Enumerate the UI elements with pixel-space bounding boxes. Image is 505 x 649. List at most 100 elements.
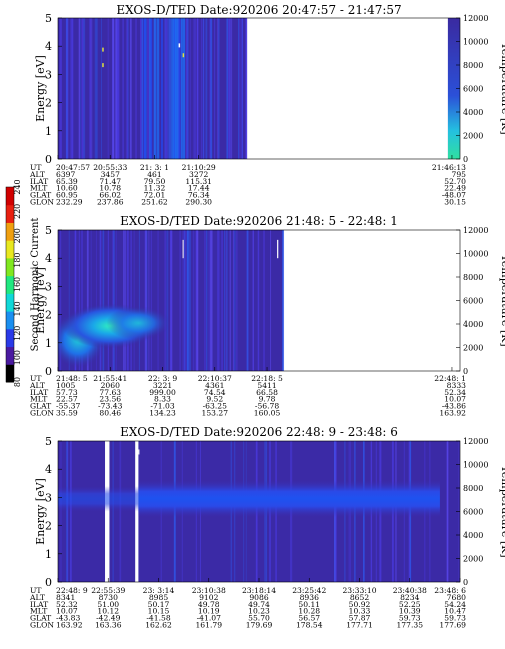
table-cell: 10.07 xyxy=(56,607,78,616)
streak xyxy=(122,18,124,159)
table-cell: 251.62 xyxy=(141,198,168,207)
table-cell: 9.78 xyxy=(259,395,276,404)
energy-band xyxy=(138,480,440,518)
streak xyxy=(226,230,228,371)
table-cell: -41.58 xyxy=(146,614,170,623)
streak xyxy=(168,18,171,159)
table-cell: 23:33:10 xyxy=(342,586,376,595)
table-row-label: GLAT xyxy=(30,402,51,411)
table-cell: 22: 3: 9 xyxy=(148,374,177,383)
y2-tick-label: 8000 xyxy=(463,61,483,70)
table-cell: 30.15 xyxy=(444,198,466,207)
streak xyxy=(130,230,132,371)
streak xyxy=(124,230,127,371)
y-tick-label: 5 xyxy=(45,12,52,25)
streak xyxy=(133,230,135,371)
streak xyxy=(185,18,188,159)
y-tick-label: 2 xyxy=(45,520,52,533)
streak xyxy=(200,18,203,159)
table-cell: -63.25 xyxy=(203,402,227,411)
y-tick-label: 2 xyxy=(45,309,52,322)
streak xyxy=(167,18,169,159)
table-cell: 163.92 xyxy=(56,621,83,630)
table-cell: 795 xyxy=(452,170,467,179)
orbit-table: UTALTILATMLTGLATGLON20:47:57639765.3910.… xyxy=(29,163,466,207)
streak xyxy=(169,18,172,159)
streak xyxy=(150,230,153,371)
table-cell: 23: 3:14 xyxy=(143,586,175,595)
streak xyxy=(164,230,166,371)
table-cell: 6397 xyxy=(56,170,75,179)
burst xyxy=(172,18,175,159)
streak xyxy=(148,18,150,159)
spectrogram xyxy=(58,18,460,159)
table-row-label: ALT xyxy=(29,593,45,602)
streak xyxy=(96,18,98,159)
table-cell: 52.25 xyxy=(399,600,421,609)
colorbar-segment xyxy=(6,328,14,348)
table-cell: 8.33 xyxy=(154,395,171,404)
streak xyxy=(282,230,285,371)
table-cell: 23:25:42 xyxy=(292,586,326,595)
burst xyxy=(176,18,179,159)
speck xyxy=(178,43,181,48)
streak xyxy=(226,18,228,159)
streak xyxy=(148,230,150,371)
streak xyxy=(65,18,68,159)
table-cell: 52.70 xyxy=(444,177,466,186)
y2-tick-label: 2000 xyxy=(463,132,483,141)
burst xyxy=(180,18,183,159)
table-cell: 10.28 xyxy=(298,607,320,616)
table-cell: -43.83 xyxy=(56,614,80,623)
table-cell: 22:48: 9 xyxy=(56,586,88,595)
streak xyxy=(206,230,208,371)
table-cell: 115.31 xyxy=(185,177,212,186)
streak xyxy=(91,18,93,159)
streak xyxy=(252,230,254,371)
table-row-label: UT xyxy=(30,586,41,595)
y-tick-label: 0 xyxy=(45,576,52,589)
table-cell: 237.86 xyxy=(97,198,124,207)
streak xyxy=(189,230,191,371)
colorbar-tick-label: 120 xyxy=(13,326,22,341)
table-cell: 160.05 xyxy=(254,409,281,418)
streak xyxy=(123,230,125,371)
burst xyxy=(182,18,185,159)
burst xyxy=(143,18,147,159)
speck xyxy=(182,53,185,58)
table-row-label: MLT xyxy=(30,607,47,616)
streak xyxy=(236,230,238,371)
streak xyxy=(246,18,247,159)
streak xyxy=(81,230,83,371)
streak xyxy=(99,230,102,371)
table-cell: 21:46:13 xyxy=(432,163,466,172)
streak xyxy=(115,230,117,371)
table-cell: 999.00 xyxy=(149,388,176,397)
table-row-label: GLAT xyxy=(30,191,51,200)
colorbar-tick-label: 80 xyxy=(13,377,22,387)
streak xyxy=(233,230,236,371)
streak xyxy=(78,230,81,371)
streak xyxy=(182,230,184,371)
y-tick-label: 2 xyxy=(45,97,52,110)
colorbar-segment xyxy=(6,311,14,330)
burst xyxy=(178,18,181,159)
streak xyxy=(209,18,212,159)
streak xyxy=(246,230,249,371)
panel-3: EXOS-D/TED Date:920206 22:48: 9 - 23:48:… xyxy=(29,425,505,630)
y-tick-label: 3 xyxy=(45,280,52,293)
table-cell: 153.27 xyxy=(201,409,228,418)
table-cell: 59.73 xyxy=(399,614,421,623)
y2-tick-label: 10000 xyxy=(463,461,488,470)
table-cell: 134.23 xyxy=(149,409,176,418)
energy-band xyxy=(58,486,139,512)
streak xyxy=(94,18,97,159)
table-cell: 2060 xyxy=(101,381,120,390)
y2-tick-label: 2000 xyxy=(463,555,483,564)
y-tick-label: 0 xyxy=(45,365,52,378)
streak xyxy=(115,18,117,159)
table-cell: 177.71 xyxy=(346,621,373,630)
streak xyxy=(204,230,206,371)
table-cell: 21: 3: 1 xyxy=(140,163,169,172)
edge-column xyxy=(447,18,460,159)
